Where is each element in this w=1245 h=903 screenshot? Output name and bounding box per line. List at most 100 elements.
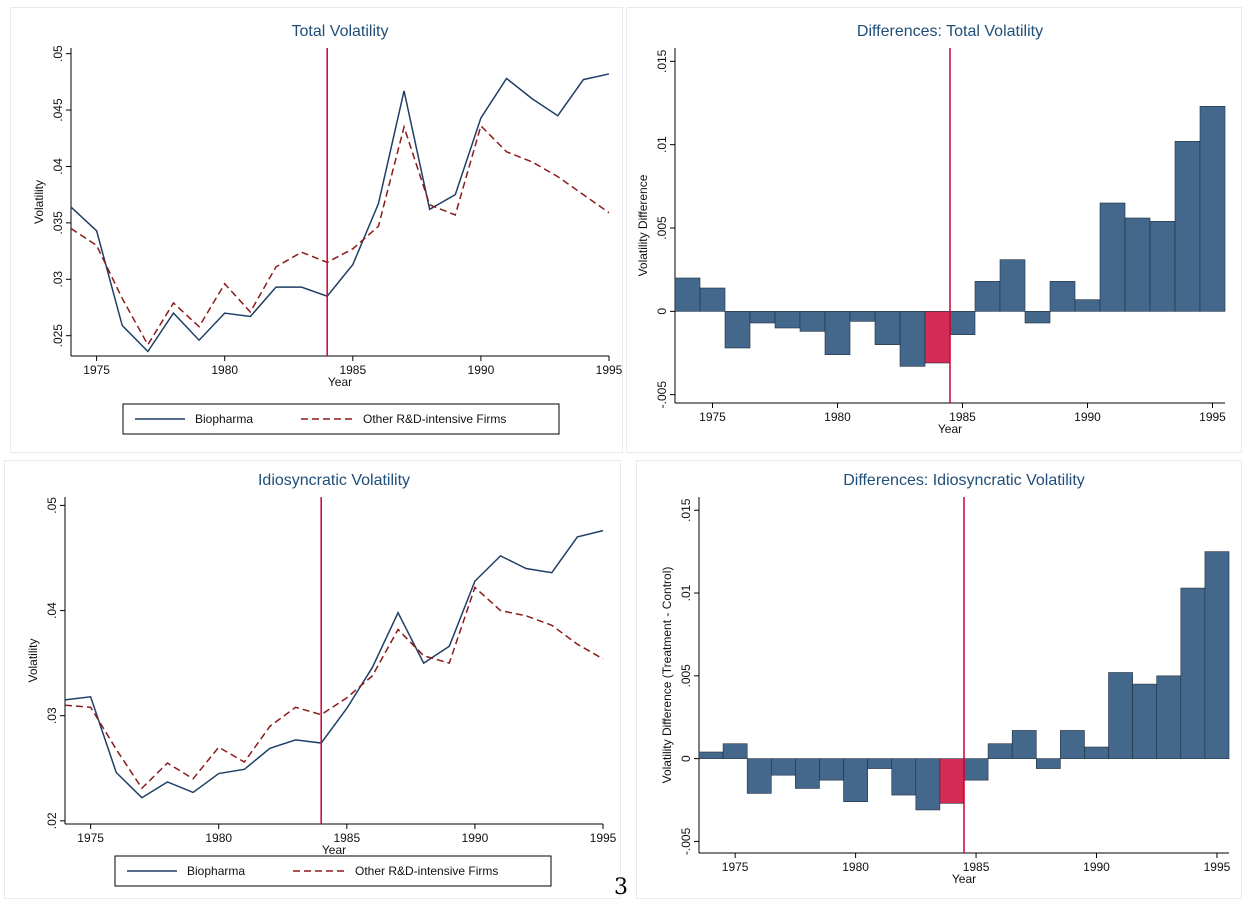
series-line-other-rd-firms: [64, 586, 604, 790]
x-axis-label: Year: [328, 375, 352, 389]
bar: [1124, 217, 1151, 312]
x-axis-label: Year: [952, 872, 976, 886]
series-line-biopharma: [70, 73, 610, 353]
y-tick-label: .045: [51, 98, 65, 122]
idiosyncratic-volatility-chart: Idiosyncratic Volatility 1975 1980 1985 1990…: [26, 472, 617, 887]
x-tick-label: 1990: [462, 831, 489, 845]
bar: [1149, 221, 1176, 312]
y-axis-label: Volatility: [26, 638, 40, 682]
y-tick-label: .005: [655, 216, 669, 240]
bar: [746, 758, 772, 794]
y-tick-label: .05: [51, 45, 65, 62]
bar: [770, 758, 796, 776]
bar: [843, 758, 868, 802]
bar: [1099, 202, 1126, 312]
series-line-other-rd-firms: [70, 124, 610, 347]
y-tick-label: .04: [51, 158, 65, 175]
y-tick-label: .025: [51, 324, 65, 348]
bar: [1011, 730, 1037, 759]
series-line-biopharma: [64, 529, 604, 799]
x-axis-label: Year: [938, 422, 962, 436]
diff-total-volatility-panel: Differences: Total Volatility 1975 1980 198…: [626, 7, 1242, 453]
bar: [698, 751, 724, 759]
bar: [724, 311, 751, 349]
y-tick-label: -.005: [679, 827, 693, 855]
bar: [915, 758, 941, 811]
bar: [1204, 551, 1230, 759]
bar: [891, 758, 917, 796]
bar: [874, 311, 901, 345]
x-tick-label: 1995: [596, 363, 623, 377]
x-tick-label: 1985: [963, 860, 990, 874]
bar: [1199, 106, 1226, 312]
bar-highlighted: [939, 758, 965, 804]
bar: [674, 277, 701, 312]
bar: [963, 758, 989, 781]
y-tick-label: 0: [655, 308, 669, 315]
x-tick-label: 1985: [949, 410, 976, 424]
page-number: 3: [614, 875, 628, 900]
y-tick-label: .015: [679, 498, 693, 522]
y-axis-label: Volatility Difference: [636, 174, 650, 276]
chart-title: Differences: Idiosyncratic Volatility: [843, 472, 1085, 489]
x-tick-label: 1995: [1199, 410, 1226, 424]
bar: [1049, 281, 1076, 312]
y-axis-label: Volatility: [32, 180, 46, 224]
y-tick-label: .03: [51, 271, 65, 288]
y-tick-label: .03: [45, 707, 59, 724]
bar: [819, 758, 844, 781]
bar: [1035, 758, 1061, 769]
y-tick-label: .04: [45, 602, 59, 619]
bar: [974, 281, 1001, 312]
bar: [1180, 587, 1206, 759]
x-tick-label: 1990: [1083, 860, 1110, 874]
bar-highlighted: [924, 311, 951, 364]
legend-label-biopharma: Biopharma: [187, 864, 245, 878]
chart-title: Total Volatility: [292, 23, 389, 40]
y-tick-label: -.005: [655, 381, 669, 409]
bar: [867, 758, 893, 769]
y-tick-label: .05: [45, 497, 59, 514]
bar: [824, 311, 851, 355]
x-tick-label: 1990: [468, 363, 495, 377]
diff-idiosyncratic-volatility-panel: Differences: Idiosyncratic Volatility 197…: [636, 460, 1242, 899]
bar: [774, 311, 801, 329]
diff-total-volatility-chart: Differences: Total Volatility 1975 1980 198…: [636, 23, 1226, 436]
x-tick-label: 1980: [205, 831, 232, 845]
bar: [987, 743, 1013, 759]
bar: [1108, 672, 1133, 759]
idiosyncratic-volatility-panel: Idiosyncratic Volatility 1975 1980 1985 1990…: [4, 460, 621, 899]
x-tick-label: 1990: [1074, 410, 1101, 424]
bar: [999, 259, 1026, 312]
y-tick-label: 0: [679, 755, 693, 762]
bar: [849, 311, 876, 322]
x-tick-label: 1980: [824, 410, 851, 424]
chart-title: Idiosyncratic Volatility: [258, 472, 410, 489]
y-tick-label: .01: [655, 136, 669, 153]
y-axis-label: Volatility Difference (Treatment - Contr…: [660, 567, 674, 784]
bar: [1084, 746, 1109, 759]
bar: [949, 311, 976, 335]
x-tick-label: 1995: [590, 831, 617, 845]
bar: [1024, 311, 1051, 324]
x-axis-label: Year: [322, 843, 346, 857]
total-volatility-chart: Total Volatility 1975 1980 1985 1990 1995 .025…: [32, 23, 623, 435]
bar: [795, 758, 820, 789]
bar: [699, 287, 726, 312]
x-tick-label: 1975: [722, 860, 749, 874]
x-tick-label: 1980: [842, 860, 869, 874]
y-tick-label: .02: [45, 812, 59, 829]
bar: [1074, 299, 1101, 312]
bar: [1174, 141, 1201, 312]
chart-title: Differences: Total Volatility: [857, 23, 1043, 40]
bar: [899, 311, 926, 367]
y-tick-label: .015: [655, 49, 669, 73]
bar: [799, 311, 826, 332]
x-tick-label: 1975: [699, 410, 726, 424]
y-tick-label: .01: [679, 584, 693, 601]
y-tick-label: .035: [51, 211, 65, 235]
legend-label-other-rd-firms: Other R&D-intensive Firms: [363, 412, 506, 426]
bar: [1156, 675, 1182, 759]
x-tick-label: 1980: [211, 363, 238, 377]
x-tick-label: 1985: [339, 363, 366, 377]
